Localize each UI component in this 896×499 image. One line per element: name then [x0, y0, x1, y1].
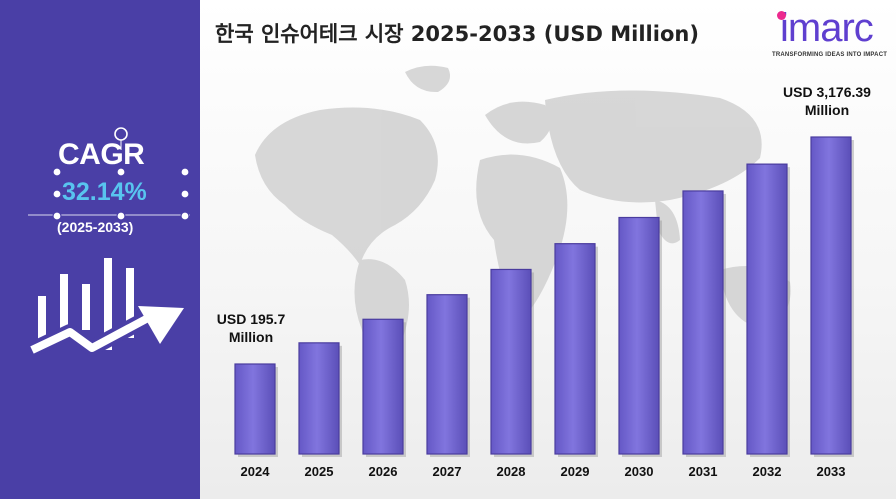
x-tick-label: 2032	[753, 464, 782, 479]
bar-2027	[426, 294, 468, 455]
handle-icon	[52, 211, 62, 221]
data-label: USD 195.7	[217, 311, 286, 327]
data-label: USD 3,176.39	[783, 84, 871, 100]
x-tick-label: 2028	[497, 464, 526, 479]
bar-2029	[554, 243, 596, 455]
growth-chart-icon	[30, 258, 184, 358]
data-label: Million	[805, 102, 849, 118]
chart-title: 한국 인슈어테크 시장 2025-2033 (USD Million)	[215, 22, 699, 46]
x-tick-label: 2029	[561, 464, 590, 479]
x-tick-label: 2033	[817, 464, 846, 479]
bar-chart: 2024 USD 195.7 Million 2025 2026 2027 2028 2029…	[217, 65, 871, 479]
bar-2031	[682, 190, 724, 455]
bar-2032	[746, 163, 788, 455]
logo-tagline: TRANSFORMING IDEAS INTO IMPACT	[772, 52, 888, 58]
bar-2028	[490, 268, 532, 455]
resize-handles	[52, 167, 190, 221]
x-tick-label: 2026	[369, 464, 398, 479]
handle-icon	[52, 189, 62, 199]
x-tick-label: 2030	[625, 464, 654, 479]
x-tick-label: 2031	[689, 464, 718, 479]
x-tick-label: 2024	[241, 464, 271, 479]
bar-2030	[618, 216, 660, 455]
handle-icon	[116, 167, 126, 177]
x-tick-label: 2027	[433, 464, 462, 479]
logo-wordmark: imarc	[780, 6, 874, 50]
imarc-logo: imarc TRANSFORMING IDEAS INTO IMPACT	[772, 6, 894, 62]
bar-2026	[362, 318, 404, 455]
x-tick-label: 2025	[305, 464, 334, 479]
handle-icon	[180, 167, 190, 177]
data-label: Million	[229, 329, 273, 345]
handle-icon	[180, 211, 190, 221]
bar-2033	[810, 136, 852, 455]
logo-dot-icon	[777, 11, 786, 20]
selection-handles	[28, 127, 190, 221]
cagr-period: (2025-2033)	[57, 219, 134, 235]
cagr-value: 32.14%	[62, 178, 147, 206]
handle-icon	[116, 211, 126, 221]
bar-2024	[234, 363, 276, 455]
cagr-label: CAGR	[58, 138, 145, 171]
bar-2025	[298, 342, 340, 455]
handle-icon	[52, 167, 62, 177]
cagr-panel	[0, 0, 200, 499]
handle-icon	[180, 189, 190, 199]
